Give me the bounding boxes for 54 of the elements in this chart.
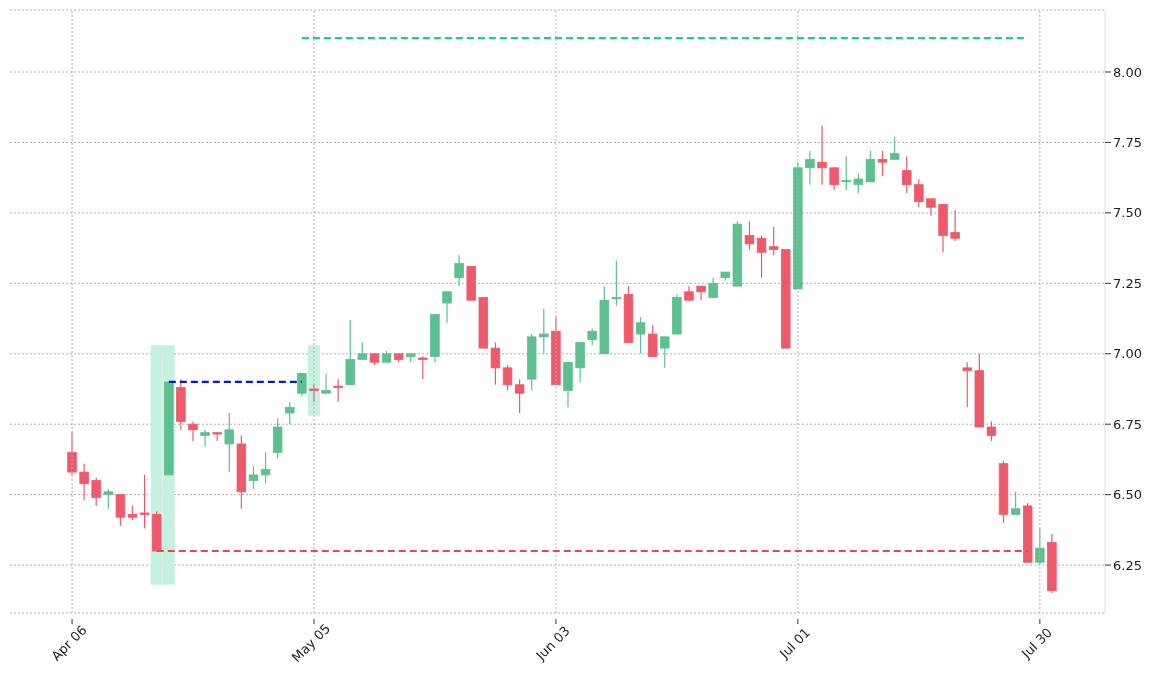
candlestick bbox=[805, 150, 815, 186]
y-tick-label: 8.00 bbox=[1113, 64, 1142, 80]
candlestick bbox=[950, 209, 960, 242]
candlestick bbox=[817, 124, 827, 186]
candlestick bbox=[1010, 491, 1021, 515]
candlestick bbox=[696, 285, 706, 301]
y-tick-label: 7.50 bbox=[1113, 205, 1142, 221]
candlestick bbox=[539, 308, 549, 355]
candlestick bbox=[115, 494, 126, 527]
candlestick bbox=[188, 420, 198, 442]
candlestick bbox=[902, 155, 912, 194]
candlestick bbox=[660, 336, 670, 369]
x-tick-label: Apr 06 bbox=[48, 622, 90, 664]
y-tick-label: 6.75 bbox=[1113, 416, 1142, 432]
candlestick bbox=[454, 254, 464, 287]
candlestick bbox=[321, 372, 331, 394]
candlestick bbox=[611, 260, 622, 307]
candlestick bbox=[442, 291, 452, 324]
candlestick bbox=[514, 378, 525, 414]
candlestick bbox=[756, 234, 767, 279]
candlestick bbox=[865, 150, 876, 183]
candlestick bbox=[841, 155, 851, 191]
candlestick bbox=[877, 150, 888, 177]
candlestick bbox=[333, 378, 343, 403]
y-tick-label: 6.50 bbox=[1113, 487, 1142, 503]
candlestick bbox=[889, 136, 900, 160]
candlestick bbox=[490, 341, 501, 386]
candlestick bbox=[285, 401, 295, 425]
candlestick bbox=[986, 420, 997, 442]
candlestick bbox=[248, 465, 259, 490]
y-tick-label: 7.00 bbox=[1113, 346, 1142, 362]
candlestick bbox=[635, 316, 646, 355]
y-tick-label: 7.25 bbox=[1113, 275, 1142, 291]
candlestick bbox=[103, 488, 114, 510]
y-tick-label: 6.25 bbox=[1113, 557, 1142, 573]
candlestick bbox=[914, 178, 924, 208]
candlestick bbox=[502, 364, 513, 391]
candlestick bbox=[768, 226, 779, 256]
candlestick bbox=[647, 324, 658, 358]
candlestick bbox=[260, 451, 271, 484]
candlestick bbox=[224, 412, 234, 473]
candlestick bbox=[708, 277, 718, 299]
candlestick bbox=[79, 463, 89, 501]
candlestick bbox=[853, 172, 864, 194]
x-tick-label: Jul 30 bbox=[1017, 624, 1056, 662]
candlestick bbox=[91, 477, 101, 507]
x-tick-label: Jun 03 bbox=[532, 623, 573, 664]
y-tick-label: 7.75 bbox=[1113, 135, 1142, 151]
candlestick bbox=[200, 429, 210, 448]
candlestick bbox=[829, 167, 839, 191]
x-tick-label: Jul 01 bbox=[776, 624, 814, 662]
candlestick bbox=[139, 474, 150, 530]
candlestick bbox=[962, 361, 972, 408]
candlestick bbox=[744, 220, 755, 251]
